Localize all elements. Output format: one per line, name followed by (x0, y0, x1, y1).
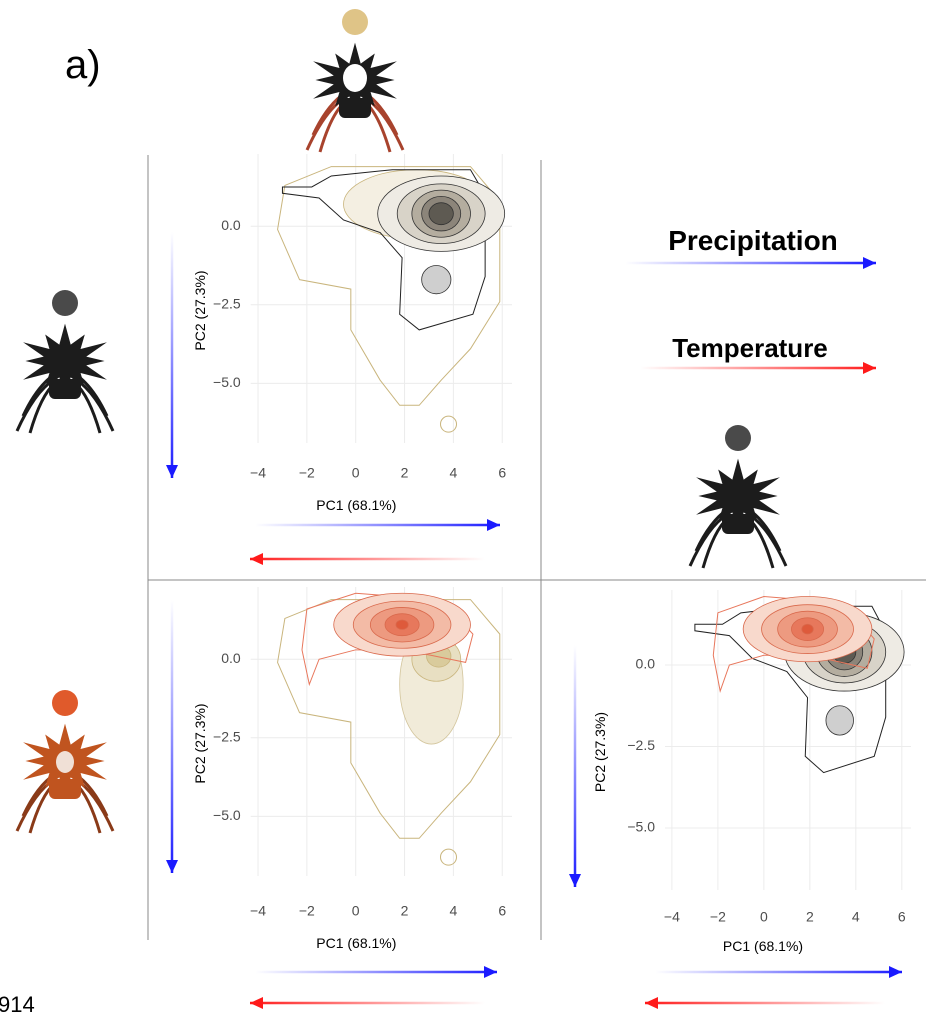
arrow-head (863, 257, 876, 269)
x-tick-label: −2 (299, 465, 315, 481)
spider-icon (690, 459, 786, 568)
arrow-head (863, 362, 876, 374)
arrow-head (645, 997, 658, 1009)
spider-head (49, 379, 81, 399)
x-tick-label: −4 (250, 903, 266, 919)
x-tick-label: 2 (806, 909, 814, 925)
plot-panel: −4 −2 0 2 4 6 0.0 −2.5 −5.0 PC1 (68.1%) PC2 (27.3%… (192, 587, 512, 951)
arrow-head (487, 519, 500, 531)
spider-head (339, 98, 371, 118)
morph-dot (52, 690, 78, 716)
contour-outline (441, 849, 457, 865)
plot-panel: −4 −2 0 2 4 6 0.0 −2.5 −5.0 PC1 (68.1%) PC2 (27.3%… (592, 590, 911, 954)
density-contour (429, 203, 453, 225)
x-tick-label: 4 (449, 903, 457, 919)
y-tick-label: −2.5 (213, 728, 241, 744)
x-tick-label: 0 (352, 903, 360, 919)
spider-icon (307, 43, 403, 152)
density-contour (802, 624, 813, 634)
x-tick-label: −2 (710, 909, 726, 925)
x-tick-label: −2 (299, 903, 315, 919)
spider-head (49, 779, 81, 799)
x-tick-label: −4 (250, 465, 266, 481)
y-tick-label: −5.0 (213, 807, 241, 823)
arrow-head (166, 860, 178, 873)
legend-temperature: Temperature (672, 333, 828, 363)
x-axis-title: PC1 (68.1%) (723, 938, 803, 954)
spider-pattern (56, 751, 74, 773)
y-tick-label: 0.0 (636, 656, 656, 672)
x-tick-label: −4 (664, 909, 680, 925)
x-tick-label: 6 (498, 465, 506, 481)
x-tick-label: 6 (898, 909, 906, 925)
y-tick-label: 0.0 (221, 217, 241, 233)
arrow-head (569, 874, 581, 887)
arrow-head (484, 966, 497, 978)
x-tick-label: 4 (449, 465, 457, 481)
y-tick-label: −2.5 (213, 295, 241, 311)
contour-outline (441, 416, 457, 432)
spider-head (722, 514, 754, 534)
panel-label: a) (65, 43, 101, 87)
density-contour (396, 620, 408, 629)
plot-panel: −4 −2 0 2 4 6 0.0 −2.5 −5.0 PC1 (68.1%) PC2 (27.3%… (192, 154, 512, 513)
morph-dot (725, 425, 751, 451)
density-contour (826, 706, 854, 735)
y-tick-label: −2.5 (627, 737, 655, 753)
arrow-head (889, 966, 902, 978)
spider-icon (17, 324, 113, 433)
arrow-head (166, 465, 178, 478)
y-tick-label: −5.0 (213, 374, 241, 390)
figure: a) Precipitation Temperature 914 −4 −2 0 2 4… (0, 0, 926, 1016)
morph-dot (52, 290, 78, 316)
footnote: 914 (0, 992, 35, 1016)
x-tick-label: 2 (401, 903, 409, 919)
y-tick-label: −5.0 (627, 819, 655, 835)
dividers (148, 155, 926, 940)
y-tick-label: 0.0 (221, 650, 241, 666)
arrow-head (250, 997, 263, 1009)
x-tick-label: 4 (852, 909, 860, 925)
spider-pattern (343, 64, 367, 92)
arrow-head (250, 553, 263, 565)
y-axis-title: PC2 (27.3%) (192, 703, 208, 783)
density-contour (422, 266, 451, 294)
spider-icon (17, 724, 113, 833)
y-axis-title: PC2 (27.3%) (192, 270, 208, 350)
y-axis-title: PC2 (27.3%) (592, 712, 608, 792)
x-tick-label: 0 (760, 909, 768, 925)
legend-precipitation: Precipitation (668, 225, 838, 256)
x-tick-label: 0 (352, 465, 360, 481)
x-axis-title: PC1 (68.1%) (316, 497, 396, 513)
x-tick-label: 6 (498, 903, 506, 919)
x-axis-title: PC1 (68.1%) (316, 935, 396, 951)
morph-dot (342, 9, 368, 35)
x-tick-label: 2 (401, 465, 409, 481)
